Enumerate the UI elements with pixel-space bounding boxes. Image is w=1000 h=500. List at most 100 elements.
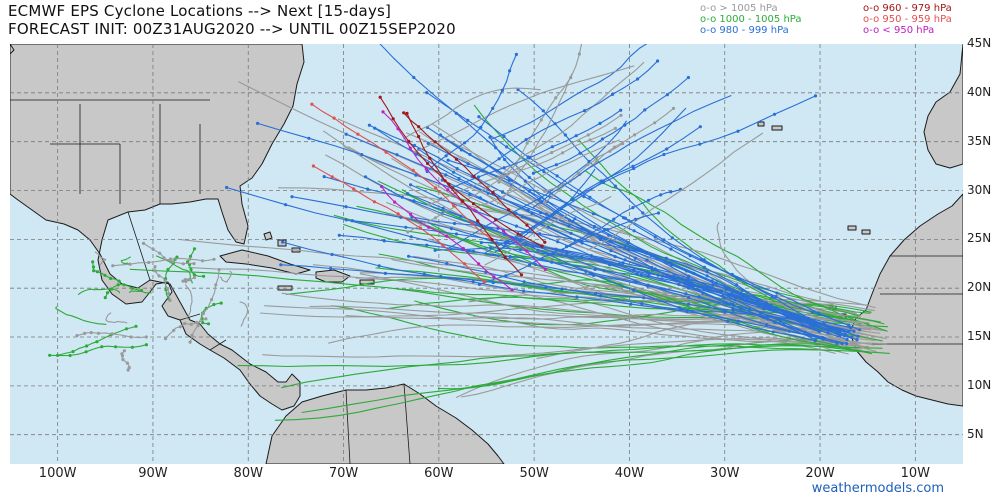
ensemble-track bbox=[403, 87, 541, 140]
track-point bbox=[332, 116, 336, 120]
track-point bbox=[543, 189, 547, 193]
landmass-europe-iberia bbox=[923, 44, 963, 169]
track-point bbox=[157, 274, 161, 278]
ensemble-track bbox=[411, 216, 849, 333]
track-point bbox=[621, 142, 625, 146]
track-point bbox=[330, 175, 334, 179]
track-point bbox=[775, 291, 779, 295]
track-point bbox=[71, 350, 75, 354]
ensemble-track bbox=[496, 73, 573, 205]
track-point bbox=[183, 278, 187, 282]
track-point bbox=[508, 69, 512, 73]
track-point bbox=[555, 174, 559, 178]
track-point bbox=[382, 239, 386, 243]
track-point bbox=[122, 283, 126, 287]
track-point bbox=[671, 106, 676, 110]
track-point bbox=[144, 335, 148, 339]
track-point bbox=[538, 232, 542, 236]
legend-label: 1000 - 1005 hPa bbox=[719, 14, 802, 25]
ensemble-track bbox=[407, 114, 622, 233]
track-point bbox=[476, 219, 480, 223]
track-point bbox=[383, 271, 387, 275]
track-point bbox=[705, 274, 709, 278]
track-point bbox=[463, 141, 467, 145]
track-point bbox=[488, 246, 492, 250]
ensemble-track bbox=[282, 241, 838, 344]
track-point bbox=[405, 111, 409, 115]
track-point bbox=[95, 340, 99, 344]
track-point bbox=[524, 138, 528, 142]
track-point bbox=[776, 317, 780, 321]
track-point bbox=[497, 180, 501, 184]
track-point bbox=[662, 238, 666, 242]
track-point bbox=[595, 156, 599, 160]
track-point bbox=[378, 95, 382, 99]
track-point bbox=[612, 217, 616, 221]
track-point bbox=[642, 296, 646, 300]
ensemble-track bbox=[494, 168, 596, 253]
track-point bbox=[522, 289, 526, 293]
track-point bbox=[602, 269, 606, 273]
track-point bbox=[84, 350, 88, 354]
track-point bbox=[114, 345, 118, 349]
track-point bbox=[463, 262, 467, 266]
track-point bbox=[381, 110, 385, 114]
track-point bbox=[613, 184, 618, 188]
track-point bbox=[471, 280, 475, 284]
track-point bbox=[671, 274, 676, 278]
track-point bbox=[601, 180, 606, 185]
track-point bbox=[539, 118, 543, 122]
ensemble-track bbox=[418, 148, 843, 345]
track-point bbox=[770, 295, 774, 299]
track-point bbox=[521, 215, 525, 219]
track-point bbox=[721, 294, 725, 298]
longitude-label: 30W bbox=[710, 466, 740, 481]
track-point bbox=[103, 273, 107, 277]
track-point bbox=[409, 183, 413, 187]
track-point bbox=[600, 137, 605, 141]
legend-symbol: o-o bbox=[700, 25, 717, 36]
ensemble-track bbox=[484, 195, 612, 266]
track-point bbox=[542, 170, 546, 174]
legend-symbol: o-o bbox=[700, 3, 717, 14]
track-point bbox=[111, 264, 115, 268]
track-point bbox=[452, 170, 456, 174]
track-point bbox=[441, 243, 445, 247]
latitude-label: 30N bbox=[967, 182, 992, 197]
track-point bbox=[741, 288, 745, 292]
track-point bbox=[344, 218, 348, 222]
ensemble-track bbox=[428, 127, 616, 206]
track-point bbox=[407, 139, 411, 143]
ensemble-track bbox=[264, 305, 872, 331]
track-point bbox=[103, 296, 107, 300]
track-point bbox=[557, 188, 562, 192]
track-point bbox=[201, 311, 206, 315]
track-point bbox=[491, 280, 495, 285]
longitude-label: 100W bbox=[38, 466, 77, 481]
track-point bbox=[192, 262, 196, 266]
track-point bbox=[130, 286, 134, 290]
track-point bbox=[698, 125, 702, 129]
track-point bbox=[631, 206, 635, 210]
track-point bbox=[519, 273, 524, 277]
latitude-label: 35N bbox=[967, 133, 992, 148]
track-point bbox=[422, 272, 426, 276]
website-credit: weathermodels.com bbox=[811, 481, 944, 496]
track-point bbox=[705, 270, 709, 274]
ensemble-track bbox=[472, 139, 620, 210]
track-point bbox=[83, 331, 87, 335]
track-point bbox=[647, 273, 651, 278]
track-point bbox=[486, 191, 490, 195]
track-point bbox=[724, 287, 728, 292]
track-point bbox=[153, 265, 157, 269]
track-point bbox=[444, 154, 448, 158]
border-us-states bbox=[50, 104, 201, 204]
track-point bbox=[573, 217, 577, 221]
track-point bbox=[212, 302, 216, 307]
track-point bbox=[774, 295, 778, 299]
track-point bbox=[528, 156, 532, 160]
track-point bbox=[471, 202, 476, 206]
longitude-label: 70W bbox=[328, 466, 359, 481]
track-point bbox=[609, 249, 613, 253]
track-point bbox=[577, 52, 582, 56]
